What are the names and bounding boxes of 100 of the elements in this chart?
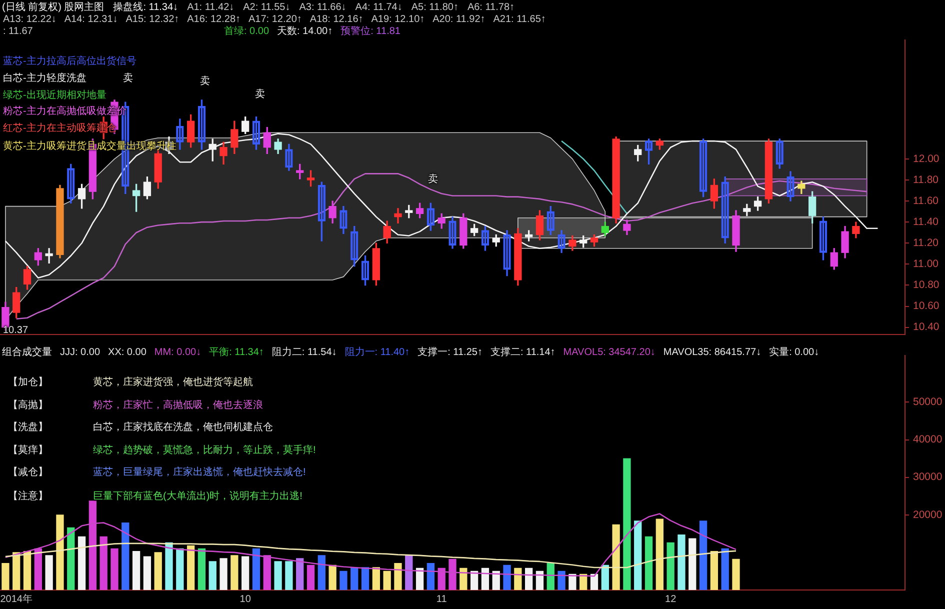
bar — [296, 558, 304, 590]
bar — [78, 536, 86, 590]
bar — [45, 555, 53, 590]
annotation: 黄芯，庄家进货强，俺也进货等起航 — [93, 377, 253, 389]
y-tick-label: 11.20 — [913, 237, 939, 250]
annotation: 粉芯，庄家忙，高抛低吸，俺也去逐浪 — [93, 400, 263, 412]
bar — [110, 548, 118, 590]
text: 天数: 14.00↑ — [277, 26, 333, 38]
bar — [252, 548, 260, 590]
bar — [263, 555, 271, 590]
bar — [634, 520, 642, 590]
text: A21: 11.65↑ — [493, 14, 546, 26]
bar — [514, 568, 522, 590]
bar — [143, 556, 152, 590]
x-tick-label: 10 — [240, 594, 252, 605]
annotation: 卖 — [123, 73, 133, 85]
bar — [220, 558, 228, 590]
text: : 11.67 — [3, 26, 33, 38]
y-tick-label: 11.40 — [913, 216, 939, 228]
bar — [394, 563, 402, 590]
bar — [492, 570, 500, 590]
bar — [666, 542, 674, 590]
annotation: 【注意】 — [8, 491, 48, 503]
bar — [678, 534, 686, 590]
y-tick-label: 40000 — [913, 434, 942, 446]
y-tick-label: 10.60 — [913, 300, 940, 312]
annotation: 10.37 — [3, 325, 28, 337]
annotation: 卖 — [428, 174, 438, 186]
x-tick-label: 2014年 — [0, 592, 32, 605]
bar — [536, 570, 544, 590]
bar — [2, 563, 10, 590]
bar — [318, 555, 326, 590]
bar — [460, 568, 468, 590]
text: A2: 11.55↓ — [243, 2, 290, 14]
bar — [732, 558, 740, 590]
y-tick-label: 11.60 — [913, 194, 939, 207]
annotation: MAVOL35: 86415.77↓ — [663, 347, 762, 359]
annotation: 卖 — [255, 89, 265, 101]
bar — [12, 552, 20, 590]
x-tick-label: 11 — [436, 594, 448, 605]
text: A3: 11.66↓ — [299, 2, 346, 14]
bar — [558, 570, 566, 590]
bar — [688, 538, 696, 590]
text: A6: 11.78↑ — [467, 2, 515, 14]
annotation: 巨量下部有蓝色(大单流出)时，说明有主力出逃! — [93, 491, 302, 503]
bar — [470, 570, 478, 590]
text: 首绿: 0.00 — [224, 26, 270, 38]
y-tick-label: 10.40 — [913, 321, 940, 334]
annotation: 绿芯，趋势破，莫慌急，比耐力，等止跌，莫手痒! — [93, 445, 316, 457]
bar — [274, 561, 282, 590]
bar — [481, 568, 490, 590]
text: A4: 11.74↓ — [355, 2, 402, 14]
bar — [372, 567, 380, 590]
bar — [186, 545, 195, 590]
bar — [154, 552, 162, 590]
bar — [438, 568, 446, 590]
y-tick-label: 50000 — [913, 396, 942, 408]
bar — [699, 520, 708, 590]
bar — [176, 548, 184, 590]
bar — [122, 522, 130, 590]
bar — [524, 568, 533, 590]
bar — [568, 574, 576, 590]
annotation: MAVOL5: 34547.20↓ — [563, 347, 656, 359]
text: A17: 12.20↑ — [248, 14, 302, 26]
candlestick — [394, 208, 402, 224]
bar — [623, 458, 631, 590]
annotation: 【洗盘】 — [8, 422, 48, 434]
annotation: JJJ: 0.00 — [60, 347, 100, 359]
annotation: MM: 0.00↓ — [154, 347, 202, 359]
y-tick-label: 20000 — [913, 508, 942, 521]
annotation: 蓝芯-主力拉高后高位出货信号 — [3, 56, 136, 68]
annotation: 卖 — [200, 76, 210, 88]
bar — [306, 564, 315, 590]
bar — [546, 563, 554, 590]
bar — [67, 527, 75, 590]
text: A19: 12.10↑ — [371, 14, 425, 26]
annotation: 支撑二: 11.14↑ — [490, 347, 556, 359]
text: 预警位: 11.81 — [340, 26, 400, 38]
text: A14: 12.31↓ — [64, 14, 118, 26]
x-tick-label: 12 — [665, 594, 677, 605]
bar — [88, 500, 97, 590]
text: A15: 12.32↑ — [126, 14, 180, 26]
annotation: 白芯-主力轻度洗盘 — [3, 73, 86, 85]
annotation: 绿芯-出现近期相对地量 — [3, 90, 106, 102]
bar — [405, 555, 413, 590]
bar — [448, 558, 456, 590]
annotation: 支撑一: 11.25↑ — [418, 347, 482, 359]
bar — [198, 548, 206, 590]
text: A5: 11.80↑ — [411, 2, 458, 14]
y-tick-label: 30000 — [913, 471, 942, 484]
y-tick-label: 10.80 — [913, 279, 940, 292]
bar — [612, 524, 620, 590]
bar — [503, 564, 511, 590]
bar — [208, 561, 216, 590]
bar — [656, 518, 664, 590]
text: A18: 12.16↑ — [310, 14, 364, 26]
annotation: 【莫痒】 — [8, 445, 48, 457]
bar — [383, 570, 391, 590]
text: A16: 12.28↑ — [187, 14, 240, 26]
bar — [23, 550, 32, 590]
